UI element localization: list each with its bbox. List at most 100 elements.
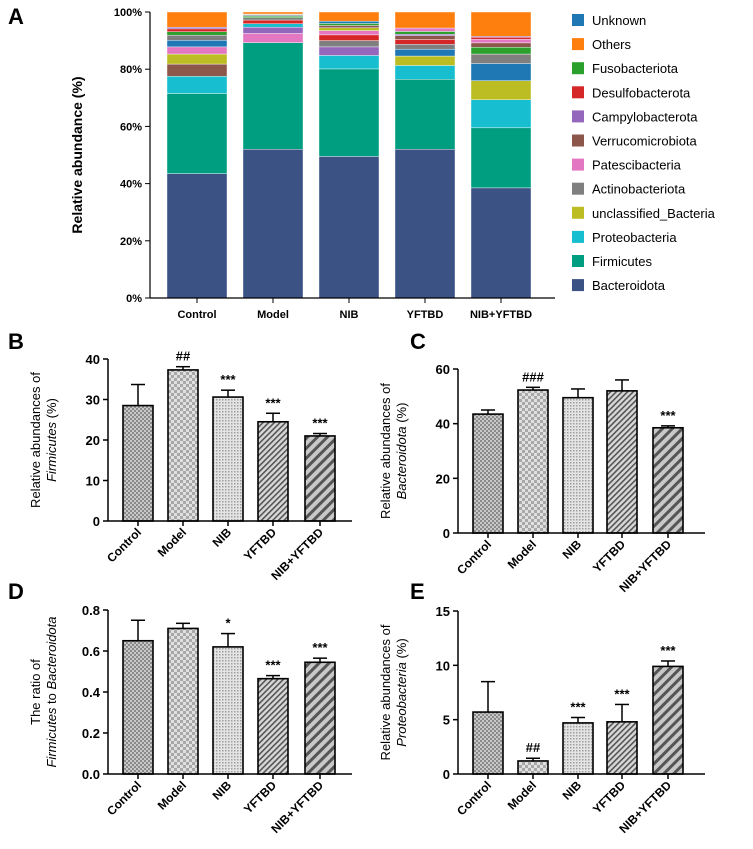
stack-segment-unclassified_bacteria — [394, 55, 456, 66]
stack-segment-proteobacteria — [470, 99, 532, 129]
panel-b-firmicutes-chart: ## *** *** *** 0 10 20 30 40 Control Model NIB YFTBD… — [28, 349, 352, 583]
significance-label: *** — [570, 699, 586, 714]
y-tick-label: 40 — [436, 417, 450, 432]
panel-label: A — [8, 4, 24, 29]
stack-segment-unknown — [166, 40, 228, 48]
stack-segment-bacteroidota — [166, 173, 228, 299]
bar — [212, 646, 244, 775]
panel-label: C — [410, 329, 426, 354]
y-tick-label: 0.2 — [82, 726, 100, 741]
significance-label: *** — [614, 686, 630, 701]
stack-segment-bacteroidota — [470, 187, 532, 299]
y-tick-label: 0 — [443, 526, 450, 541]
stack-segment-patescibacteria — [470, 38, 532, 44]
legend-swatch — [572, 182, 584, 195]
bar — [606, 390, 638, 534]
legend-swatch — [572, 134, 584, 147]
y-axis-label-part: (%) — [394, 403, 409, 427]
stack-segment-campylobacterota — [394, 34, 456, 36]
y-axis-label-part: Bacteroidota — [394, 426, 409, 499]
bar — [257, 420, 289, 522]
y-axis-label-line2: Proteobacteria (%) — [394, 638, 409, 746]
x-tick-label: Control — [104, 778, 144, 818]
stack-segment-bacteroidota — [394, 149, 456, 299]
legend-label: Verrucomicrobiota — [592, 134, 698, 149]
stack-segment-fusobacteriota — [470, 46, 532, 55]
y-tick-label: 0.8 — [82, 603, 100, 618]
stack-segment-fusobacteriota — [242, 16, 304, 18]
stack-segment-unknown — [394, 48, 456, 57]
stack-segment-firmicutes — [242, 42, 304, 150]
stack-segment-firmicutes — [318, 68, 380, 157]
y-axis-label-part: (%) — [44, 398, 59, 422]
significance-label: *** — [265, 658, 281, 673]
stack-segment-verrucomicrobiota — [394, 35, 456, 40]
stack-segment-actinobacteriota — [166, 34, 228, 41]
stack-segment-others — [470, 11, 532, 37]
y-tick-label: 0 — [443, 767, 450, 782]
y-tick-label: 5 — [443, 713, 450, 728]
legend-label: unclassified_Bacteria — [592, 206, 716, 221]
y-tick-label: 0.6 — [82, 644, 100, 659]
y-axis-label-line2: Firmicutes to Bacteroidota — [44, 616, 59, 767]
significance-label: *** — [660, 643, 676, 658]
y-tick-label: 0 — [93, 514, 100, 529]
legend-label: Actinobacteriota — [592, 182, 686, 197]
stack-segment-actinobacteriota — [470, 53, 532, 64]
stack-segment-actinobacteriota — [318, 40, 380, 48]
stack-segment-unclassified_bacteria — [470, 80, 532, 101]
x-tick-label: Model — [505, 537, 539, 571]
y-axis-label-part: Firmicutes — [44, 707, 59, 767]
y-axis-label-line1: Relative abundances of — [28, 372, 43, 508]
stack-segment-desulfobacterota — [470, 36, 532, 40]
legend-label: Others — [592, 37, 632, 52]
y-axis-label-line1: Relative abundances of — [378, 624, 393, 760]
x-tick-label: YFTBD — [590, 778, 628, 816]
stack-segment-verrucomicrobiota — [166, 63, 228, 77]
bar — [562, 722, 594, 775]
stack-segment-bacteroidota — [242, 149, 304, 299]
stack-segment-patescibacteria — [166, 46, 228, 55]
stack-segment-firmicutes — [166, 93, 228, 174]
panel-label: B — [8, 329, 24, 354]
stack-segment-campylobacterota — [242, 26, 304, 34]
stack-segment-patescibacteria — [242, 33, 304, 43]
panel-label: E — [410, 579, 425, 604]
y-axis-label-part: Proteobacteria — [394, 662, 409, 747]
significance-label: ## — [176, 349, 191, 364]
bar — [472, 413, 504, 534]
significance-label: *** — [312, 640, 328, 655]
stack-segment-patescibacteria — [318, 30, 380, 36]
x-tick-label: Model — [257, 309, 289, 321]
stack-segment-others — [394, 11, 456, 29]
stack-segment-proteobacteria — [318, 55, 380, 70]
bar — [304, 661, 336, 775]
stack-segment-campylobacterota — [318, 46, 380, 56]
y-tick-label: 40% — [120, 179, 142, 191]
x-tick-label: Model — [155, 525, 189, 559]
stack-segment-unclassified_bacteria — [166, 53, 228, 65]
x-tick-label: NIB — [560, 778, 585, 803]
legend-swatch — [572, 158, 584, 171]
y-axis-label-part: to — [44, 689, 59, 707]
x-tick-label: YFTBD — [241, 525, 279, 563]
stack-segment-unknown — [318, 20, 380, 24]
stack-segment-fusobacteriota — [318, 23, 380, 26]
stack-segment-others — [318, 11, 380, 22]
stack-segment-actinobacteriota — [242, 17, 304, 21]
bar — [517, 389, 549, 534]
y-axis-label-part: Firmicutes — [44, 421, 59, 481]
legend-swatch — [572, 14, 584, 26]
legend-label: Firmicutes — [592, 254, 652, 269]
y-tick-label: 20% — [120, 236, 142, 248]
x-tick-label: NIB+YFTBD — [470, 309, 532, 321]
panel-a-stacked-chart: 0% 20% 40% 60% 80% 100% Control Model NIB YFTBD NI… — [69, 7, 716, 321]
bar — [167, 369, 199, 522]
stack-segment-others — [242, 11, 304, 15]
significance-label: * — [225, 616, 231, 631]
y-axis-label-line1: Relative abundances of — [378, 383, 393, 519]
bar — [122, 404, 154, 522]
stack-segment-fusobacteriota — [166, 31, 228, 36]
